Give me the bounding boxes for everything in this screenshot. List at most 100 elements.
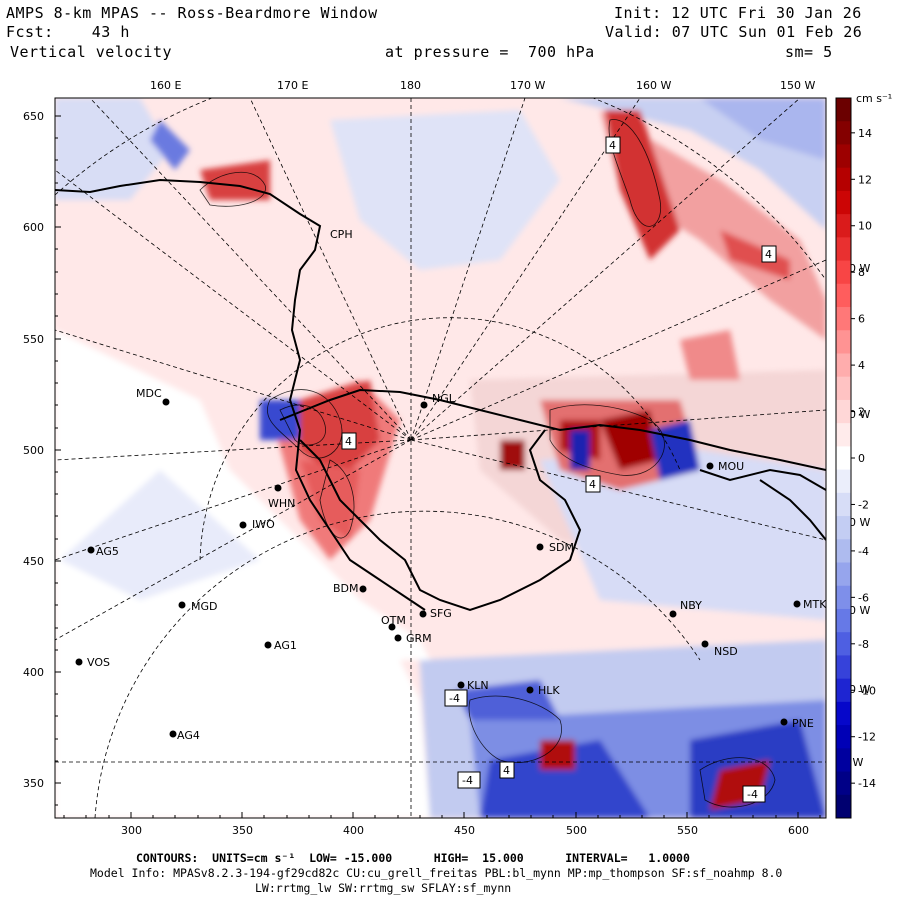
y-tick-label: 400 (23, 666, 44, 679)
x-tick-label: 350 (232, 824, 253, 837)
svg-text:GRM: GRM (406, 632, 432, 645)
svg-text:NBY: NBY (680, 599, 702, 612)
colorbar-cell (836, 446, 851, 471)
svg-text:WHN: WHN (268, 497, 295, 510)
colorbar-cell (836, 237, 851, 262)
contour-label: 4 (605, 136, 621, 154)
svg-text:4: 4 (589, 478, 596, 491)
x-tick-label: 600 (788, 824, 809, 837)
svg-text:-4: -4 (747, 788, 758, 801)
lon-label: 160 E (150, 79, 181, 92)
colorbar-cell (836, 516, 851, 540)
svg-text:4: 4 (609, 139, 616, 152)
colorbar-cell (836, 330, 851, 354)
contour-label: -4 (444, 689, 468, 707)
colorbar-cell (836, 725, 851, 749)
colorbar-label: 8 (858, 266, 865, 279)
lon-label: 160 W (636, 79, 671, 92)
header-title: AMPS 8-km MPAS -- Ross-Beardmore Window (6, 4, 378, 22)
svg-text:CPH: CPH (330, 228, 353, 241)
contour-label: 4 (585, 475, 601, 493)
colorbar-cell (836, 307, 851, 331)
svg-text:AG1: AG1 (274, 639, 297, 652)
colorbar-label: 14 (858, 127, 872, 140)
station-nby: NBY (669, 599, 702, 618)
field-name: Vertical velocity (10, 43, 173, 61)
plot-frame (54, 97, 827, 819)
station-ag4: AG4 (169, 729, 200, 742)
station-sdm: SDM (536, 541, 574, 554)
init-time: Init: 12 UTC Fri 30 Jan 26 (614, 4, 862, 22)
colorbar-cell (836, 423, 851, 447)
colorbar-cell (836, 214, 851, 238)
colorbar-label: 2 (858, 406, 865, 419)
smoothing: sm= 5 (785, 43, 833, 61)
pressure-level: at pressure = 700 hPa (385, 43, 595, 61)
station-cph: CPH (330, 228, 353, 241)
y-tick-label: 650 (23, 110, 44, 123)
colorbar-cell (836, 771, 851, 796)
svg-text:SDM: SDM (549, 541, 574, 554)
svg-text:MOU: MOU (718, 460, 744, 473)
colorbar-cell (836, 492, 851, 517)
x-tick-label: 400 (343, 824, 364, 837)
contour-label: 4 (499, 761, 515, 779)
colorbar-cell (836, 469, 851, 494)
svg-text:HLK: HLK (538, 684, 560, 697)
station-mou: MOU (706, 460, 744, 473)
station-bdm: BDM (333, 582, 367, 595)
station-ngl: NGL (420, 392, 456, 409)
contours-info: CONTOURS: UNITS=cm s⁻¹ LOW= -15.000 HIGH… (136, 851, 690, 865)
contour-label: -4 (457, 771, 481, 789)
colorbar-units: cm s⁻¹ (856, 92, 892, 105)
colorbar-cell (836, 655, 851, 680)
svg-text:SFG: SFG (430, 607, 452, 620)
x-tick-label: 500 (566, 824, 587, 837)
colorbar-cell (836, 190, 851, 215)
station-grm: GRM (394, 632, 432, 645)
y-axis: 650 600 550 500 450 400 350 (23, 110, 61, 806)
colorbar-cell (836, 283, 851, 308)
station-sfg: SFG (419, 607, 452, 620)
model-info: Model Info: MPASv8.2.3-194-gf29cd82c CU:… (90, 866, 783, 880)
forecast-hour: Fcst: 43 h (6, 23, 130, 41)
y-tick-label: 600 (23, 221, 44, 234)
colorbar-label: -12 (858, 731, 876, 744)
map-field: 4 4 4 4 -4 -4 4 -4 MDC NGL WHN IWO AG5 S… (55, 98, 826, 818)
lon-labels-top: 160 E 170 E 180 170 W 160 W 150 W (150, 79, 815, 92)
svg-text:IWO: IWO (252, 518, 275, 531)
colorbar-cell (836, 167, 851, 192)
colorbar-cell (836, 98, 851, 122)
lon-label: 170 E (277, 79, 308, 92)
colorbar-cell (836, 632, 851, 656)
svg-text:MDC: MDC (136, 387, 162, 400)
colorbar-label: -8 (858, 638, 869, 651)
svg-text:MGD: MGD (191, 600, 218, 613)
colorbar-cell (836, 608, 851, 633)
colorbar-label: 6 (858, 313, 865, 326)
colorbar-label: 12 (858, 173, 872, 186)
svg-text:OTM: OTM (381, 614, 406, 627)
colorbar-cell (836, 260, 851, 285)
station-ag5: AG5 (87, 545, 119, 558)
station-mdc: MDC (136, 387, 170, 406)
colorbar-cell (836, 539, 851, 564)
colorbar-label: -2 (858, 498, 869, 511)
contour-label: 4 (761, 245, 777, 263)
lon-label: 170 W (510, 79, 545, 92)
svg-text:NGL: NGL (432, 392, 456, 405)
svg-text:4: 4 (765, 248, 772, 261)
station-mtk: MTK (793, 598, 826, 611)
station-kln: KLN (457, 679, 489, 692)
station-otm: OTM (381, 614, 406, 631)
colorbar-cell (836, 144, 851, 169)
colorbar-label: 10 (858, 220, 872, 233)
station-vos: VOS (75, 656, 110, 669)
x-tick-label: 300 (121, 824, 142, 837)
x-axis: 300 350 400 450 500 550 600 (63, 812, 821, 837)
svg-text:4: 4 (345, 435, 352, 448)
svg-text:VOS: VOS (87, 656, 110, 669)
svg-text:4: 4 (503, 764, 510, 777)
colorbar-label: -14 (858, 777, 876, 790)
